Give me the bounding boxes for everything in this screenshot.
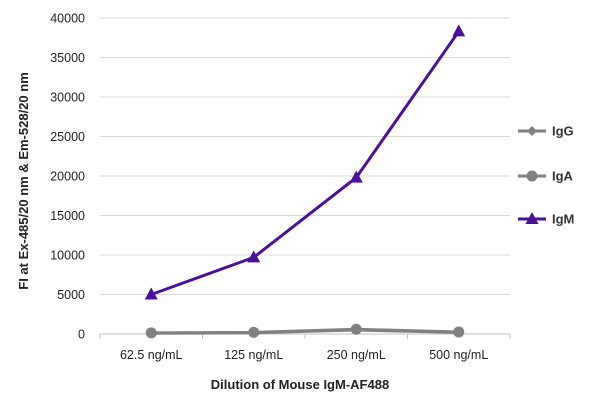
gridlines bbox=[100, 17, 510, 295]
y-tick-label: 10000 bbox=[50, 249, 85, 263]
y-tick-label: 15000 bbox=[50, 209, 85, 223]
x-tick-label: 125 ng/mL bbox=[224, 348, 283, 362]
data-point bbox=[349, 170, 363, 183]
data-point bbox=[145, 327, 157, 339]
series-line bbox=[149, 29, 461, 296]
series-line bbox=[149, 327, 461, 335]
x-tick-label: 62.5 ng/mL bbox=[120, 348, 183, 362]
y-tick-label: 40000 bbox=[50, 12, 85, 26]
y-tick-label: 0 bbox=[78, 328, 85, 342]
legend-label: IgM bbox=[552, 212, 574, 227]
legend-item-iga: IgA bbox=[518, 169, 574, 184]
x-axis-title: Dilution of Mouse IgM-AF488 bbox=[211, 377, 389, 392]
legend-marker bbox=[525, 212, 539, 224]
legend-marker bbox=[527, 126, 537, 136]
series bbox=[144, 24, 466, 339]
axes bbox=[99, 333, 511, 339]
x-tick-label: 250 ng/mL bbox=[327, 348, 386, 362]
y-tick-label: 25000 bbox=[50, 130, 85, 144]
y-tick-label: 5000 bbox=[57, 288, 85, 302]
legend-item-igm: IgM bbox=[518, 212, 574, 227]
y-tick-label: 30000 bbox=[50, 91, 85, 105]
x-tick-label: 500 ng/mL bbox=[429, 348, 488, 362]
legend: IgG IgA IgM bbox=[518, 124, 574, 227]
data-point bbox=[452, 24, 466, 37]
data-point bbox=[247, 250, 261, 263]
y-tick-labels: 0 5000 10000 15000 20000 25000 30000 35000 40000 bbox=[50, 12, 85, 342]
series-iga bbox=[145, 323, 465, 339]
data-point bbox=[350, 323, 362, 335]
y-tick-label: 20000 bbox=[50, 170, 85, 184]
legend-marker bbox=[526, 170, 538, 182]
series-igm bbox=[144, 24, 466, 300]
data-point bbox=[248, 326, 260, 338]
data-point bbox=[144, 287, 158, 300]
y-axis-title: FI at Ex-485/20 nm & Em-528/20 nm bbox=[16, 72, 31, 289]
data-point bbox=[453, 326, 465, 338]
x-tick-labels: 62.5 ng/mL 125 ng/mL 250 ng/mL 500 ng/mL bbox=[120, 348, 488, 362]
legend-label: IgA bbox=[552, 169, 574, 184]
y-tick-label: 35000 bbox=[50, 51, 85, 65]
legend-item-igg: IgG bbox=[518, 124, 574, 139]
legend-label: IgG bbox=[552, 124, 574, 139]
